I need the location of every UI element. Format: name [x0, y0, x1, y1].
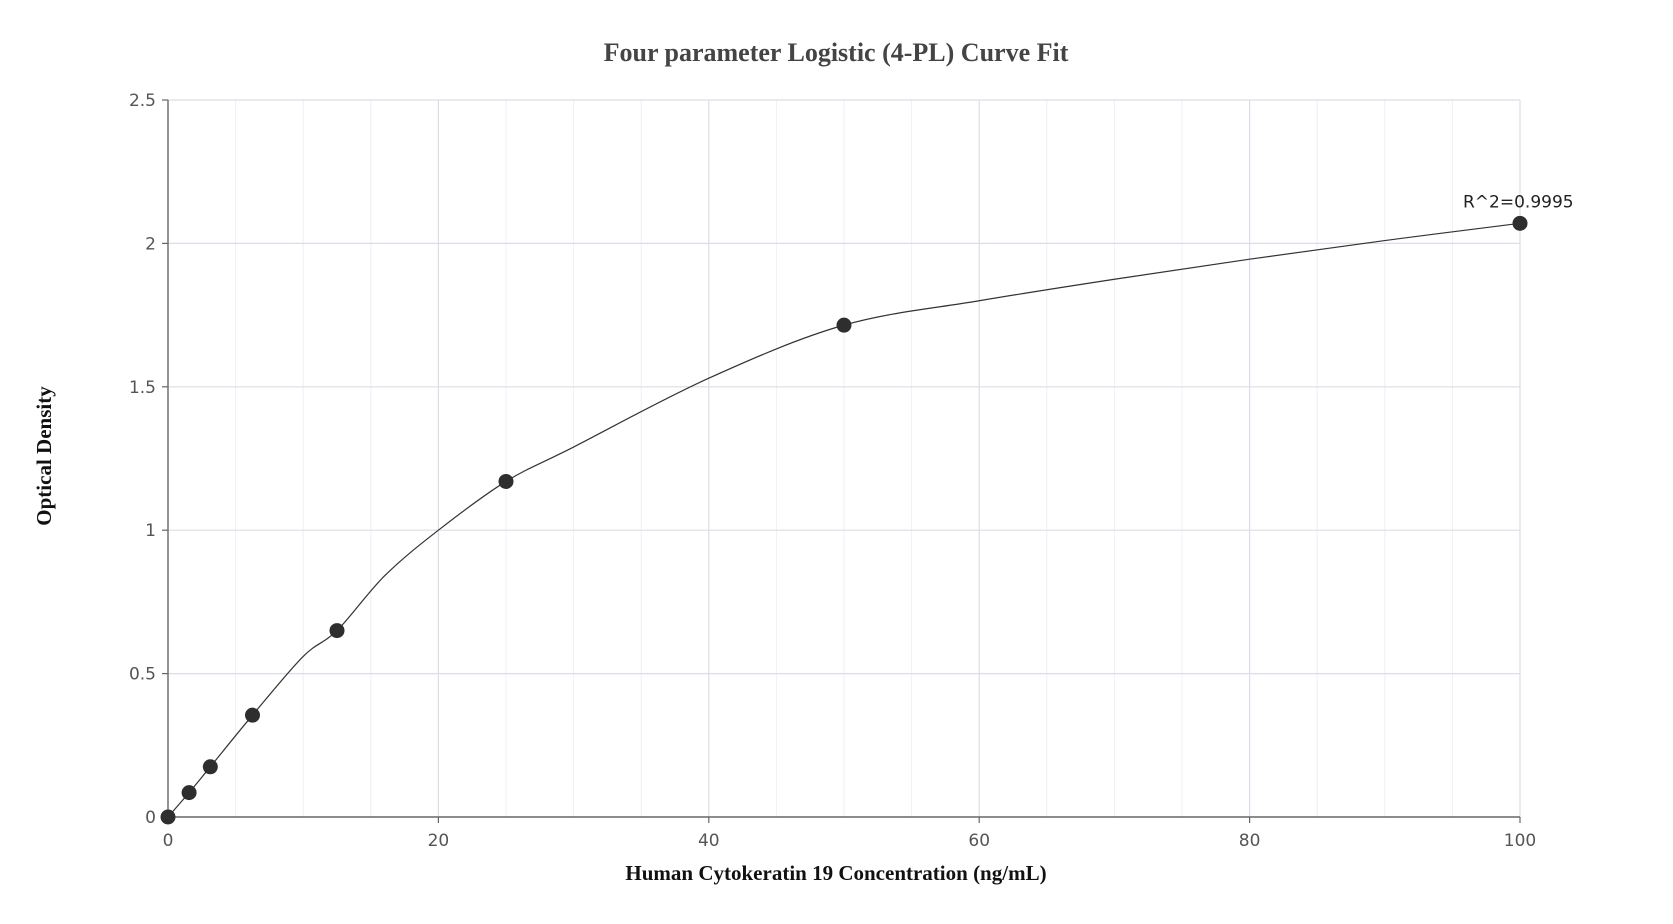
y-axis-title: Optical Density: [32, 386, 56, 526]
x-tick-label: 40: [698, 831, 720, 851]
annotations: R^2=0.9995: [1463, 192, 1574, 212]
major-gridlines: [168, 99, 1521, 817]
y-tick-label: 2: [145, 234, 156, 254]
data-point: [329, 623, 345, 639]
y-tick-label: 0.5: [129, 665, 156, 685]
r-squared-annotation: R^2=0.9995: [1463, 192, 1574, 212]
data-point: [498, 473, 514, 489]
data-point: [202, 759, 218, 775]
data-point: [181, 785, 197, 801]
data-point: [836, 317, 852, 333]
data-point: [245, 707, 260, 723]
x-axis-ticks: 0 20 40 60 80 100: [163, 817, 1536, 851]
chart-title: Four parameter Logistic (4-PL) Curve Fit: [604, 38, 1069, 67]
minor-gridlines: [235, 100, 1453, 817]
y-axis-ticks: 0 0.5 1 1.5 2 2.5: [129, 91, 168, 828]
y-tick-label: 0: [145, 808, 156, 828]
x-tick-label: 60: [968, 831, 990, 851]
data-point: [1512, 215, 1528, 231]
x-tick-label: 100: [1504, 831, 1536, 851]
x-tick-label: 20: [428, 831, 450, 851]
x-axis-title: Human Cytokeratin 19 Concentration (ng/m…: [625, 861, 1046, 885]
y-tick-label: 1.5: [129, 378, 156, 398]
data-point: [160, 809, 176, 825]
axes: [167, 100, 1520, 818]
y-tick-label: 1: [145, 521, 156, 541]
x-tick-label: 80: [1239, 831, 1261, 851]
data-points: [160, 215, 1528, 825]
x-tick-label: 0: [163, 831, 174, 851]
y-tick-label: 2.5: [129, 91, 156, 111]
